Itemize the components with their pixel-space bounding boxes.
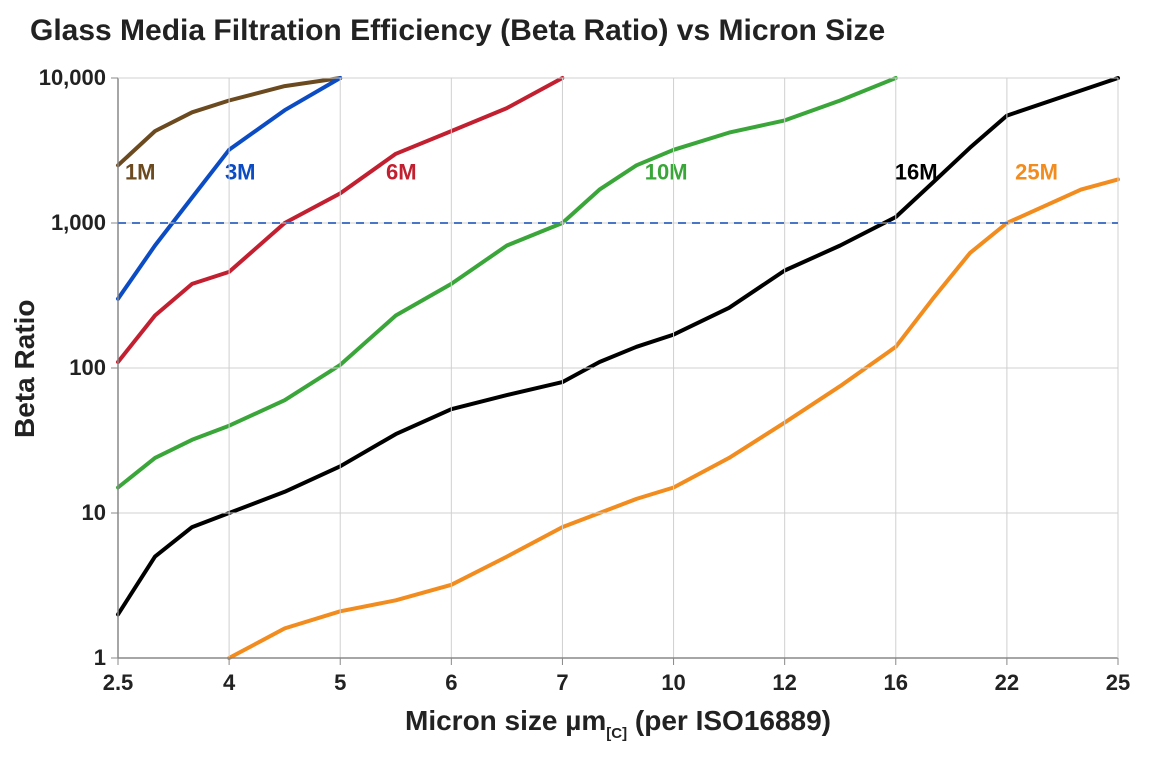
y-axis-label: Beta Ratio (9, 300, 40, 438)
y-tick-label: 1,000 (51, 210, 106, 235)
x-tick-label: 7 (556, 670, 568, 695)
y-tick-label: 10,000 (39, 65, 106, 90)
x-tick-label: 5 (334, 670, 346, 695)
x-tick-label: 2.5 (103, 670, 134, 695)
chart-title: Glass Media Filtration Efficiency (Beta … (30, 14, 885, 47)
y-tick-label: 10 (82, 500, 106, 525)
x-tick-label: 10 (661, 670, 685, 695)
series-label-1M: 1M (125, 159, 156, 184)
y-tick-label: 1 (94, 645, 106, 670)
series-label-25M: 25M (1015, 159, 1058, 184)
x-tick-label: 4 (223, 670, 236, 695)
x-tick-label: 25 (1106, 670, 1130, 695)
x-tick-label: 12 (772, 670, 796, 695)
x-tick-label: 22 (995, 670, 1019, 695)
series-label-16M: 16M (895, 159, 938, 184)
x-tick-label: 16 (884, 670, 908, 695)
series-label-10M: 10M (645, 159, 688, 184)
x-tick-label: 6 (445, 670, 457, 695)
series-label-6M: 6M (386, 159, 417, 184)
y-tick-label: 100 (69, 355, 106, 380)
